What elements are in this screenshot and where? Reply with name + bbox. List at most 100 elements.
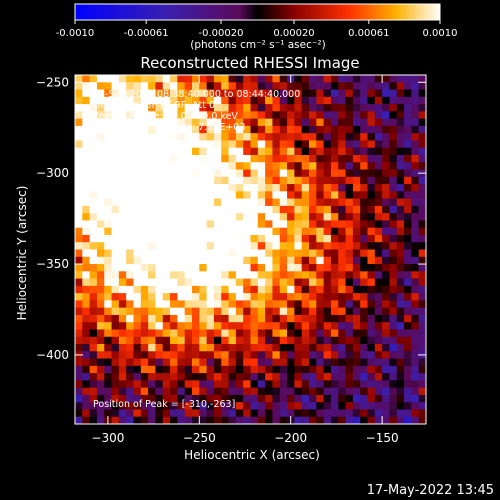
heatmap-cell (118, 213, 127, 222)
heatmap-cell (382, 264, 391, 272)
heatmap-cell (330, 82, 339, 91)
heatmap-cell (272, 293, 281, 301)
heatmap-cell (360, 314, 369, 323)
heatmap-cell (367, 329, 376, 338)
heatmap-cell (309, 300, 317, 309)
heatmap-cell (96, 365, 105, 374)
heatmap-cell (243, 394, 252, 403)
heatmap-cell (199, 191, 208, 200)
heatmap-cell (235, 409, 244, 418)
heatmap-cell (126, 256, 135, 265)
heatmap-cell (96, 409, 105, 418)
heatmap-cell (272, 249, 281, 258)
heatmap-cell (250, 184, 259, 192)
heatmap-cell (404, 133, 412, 142)
heatmap-cell (309, 329, 317, 338)
heatmap-cell (345, 351, 354, 360)
heatmap-cell (257, 242, 266, 251)
heatmap-cell (323, 307, 332, 316)
heatmap-cell (294, 307, 303, 316)
heatmap-cell (250, 358, 259, 367)
heatmap-cell (89, 307, 98, 316)
heatmap-cell (235, 322, 244, 331)
heatmap-cell (235, 213, 244, 222)
heatmap-cell (75, 118, 83, 127)
heatmap-cell (330, 249, 339, 258)
heatmap-cell (148, 249, 157, 258)
heatmap-cell (396, 329, 405, 338)
heatmap-cell (221, 162, 230, 171)
heatmap-cell (89, 191, 98, 200)
heatmap-cell (367, 300, 376, 309)
heatmap-cell (140, 89, 149, 98)
heatmap-cell (257, 118, 266, 127)
heatmap-cell (155, 409, 164, 418)
heatmap-cell (316, 82, 325, 91)
heatmap-cell (301, 242, 310, 251)
heatmap-cell (352, 111, 361, 120)
heatmap-cell (265, 227, 274, 236)
heatmap-cell (411, 96, 420, 105)
heatmap-cell (396, 300, 405, 309)
heatmap-cell (221, 249, 230, 258)
heatmap-cell (177, 358, 186, 367)
heatmap-cell (279, 365, 288, 374)
heatmap-cell (75, 322, 83, 331)
heatmap-cell (192, 213, 200, 222)
heatmap-cell (192, 162, 200, 171)
heatmap-cell (235, 140, 244, 149)
heatmap-cell (170, 191, 178, 200)
heatmap-cell (316, 416, 325, 424)
heatmap-cell (345, 205, 354, 214)
heatmap-cell (338, 96, 347, 105)
heatmap-cell (279, 176, 288, 185)
heatmap-cell (235, 387, 244, 396)
heatmap-cell (162, 249, 171, 258)
heatmap-cell (162, 307, 171, 316)
heatmap-cell (96, 344, 105, 352)
heatmap-cell (104, 242, 113, 251)
colorbar-tick-label: 0.0010 (423, 28, 458, 39)
heatmap-cell (155, 329, 164, 338)
heatmap-cell (118, 140, 127, 149)
heatmap-cell (155, 278, 164, 287)
heatmap-cell (352, 191, 361, 200)
footer-timestamp: 17-May-2022 13:45 (367, 483, 494, 498)
heatmap-cell (338, 205, 347, 214)
heatmap-cell (82, 387, 91, 396)
heatmap-cell (279, 96, 288, 105)
heatmap-cell (360, 75, 369, 83)
heatmap-cell (418, 271, 426, 280)
heatmap-cell (96, 213, 105, 222)
heatmap-cell (104, 256, 113, 265)
heatmap-cell (126, 118, 135, 127)
heatmap-cell (155, 416, 164, 424)
heatmap-cell (104, 104, 113, 112)
heatmap-cell (192, 104, 200, 112)
heatmap-cell (148, 184, 157, 192)
heatmap-cell (140, 402, 149, 411)
heatmap-cell (126, 402, 135, 411)
heatmap-cell (352, 394, 361, 403)
heatmap-cell (294, 249, 303, 258)
heatmap-cell (111, 125, 120, 134)
heatmap-cell (279, 140, 288, 149)
heatmap-cell (323, 314, 332, 323)
heatmap-cell (89, 176, 98, 185)
heatmap-cell (177, 198, 186, 207)
heatmap-cell (213, 314, 222, 323)
heatmap-cell (330, 336, 339, 345)
heatmap-cell (323, 329, 332, 338)
heatmap-cell (418, 264, 426, 272)
heatmap-cell (111, 184, 120, 192)
heatmap-cell (75, 213, 83, 222)
heatmap-cell (279, 314, 288, 323)
heatmap-cell (133, 409, 142, 418)
heatmap-cell (345, 75, 354, 83)
heatmap-cell (243, 373, 252, 381)
heatmap-cell (133, 336, 142, 345)
heatmap-cell (162, 220, 171, 229)
heatmap-cell (294, 351, 303, 360)
heatmap-cell (316, 380, 325, 389)
heatmap-cell (75, 409, 83, 418)
